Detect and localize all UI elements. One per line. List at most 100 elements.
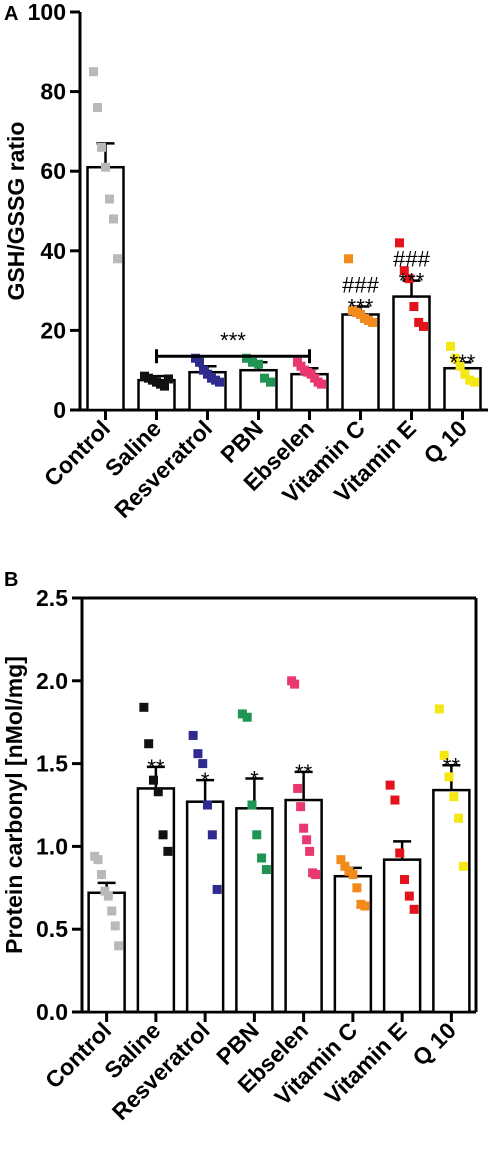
panel-a-y-axis-label: GSH/GSSG ratio: [3, 122, 29, 301]
point-vitamin-c: [340, 861, 350, 871]
point-resveratrol: [198, 759, 208, 769]
x-tick-label-control: Control: [39, 415, 115, 491]
point-saline: [164, 374, 173, 384]
point-control: [105, 194, 114, 204]
bar-control: [86, 165, 125, 412]
y-tick-label: 2.0: [36, 668, 68, 694]
point-resveratrol: [207, 830, 217, 840]
y-tick-label: 0.0: [36, 999, 68, 1025]
point-vitamin-e: [395, 848, 405, 858]
point-pbn: [252, 830, 262, 840]
bar-pbn: [239, 368, 278, 412]
point-saline: [139, 702, 149, 712]
x-tick-label-q-10: Q 10: [418, 415, 472, 469]
point-q-10: [465, 375, 475, 385]
point-vitamin-c: [336, 855, 346, 865]
significance-saline: **: [147, 755, 165, 780]
point-ebselen: [311, 870, 321, 880]
point-control: [100, 886, 110, 896]
point-pbn: [260, 373, 269, 383]
panel-b-letter: B: [4, 569, 18, 591]
panel-a-gsh-gssg-chart: A GSH/GSSG ratio 020406080100ControlSali…: [3, 0, 488, 523]
point-saline: [163, 846, 173, 856]
point-q-10: [444, 772, 454, 782]
significance-resveratrol: *: [201, 768, 210, 793]
point-vitamin-e: [395, 238, 404, 248]
point-saline: [158, 830, 168, 840]
significance-vitamin-c: ###: [342, 273, 379, 298]
point-ebselen: [296, 802, 306, 812]
y-tick-label: 1.0: [36, 833, 68, 859]
point-resveratrol: [193, 749, 203, 759]
point-control: [114, 941, 124, 951]
x-tick-label-q-10: Q 10: [407, 1017, 461, 1071]
panel-b-y-axis-label: Protein carbonyl [nMol/mg]: [1, 656, 27, 954]
point-resveratrol: [195, 357, 204, 367]
point-resveratrol: [203, 800, 213, 810]
significance-vitamin-c: ***: [348, 295, 374, 320]
point-resveratrol: [212, 884, 222, 894]
y-tick-label: 0: [53, 397, 66, 423]
significance-ebselen: **: [295, 760, 313, 785]
point-q-10: [439, 750, 449, 760]
point-q-10: [434, 704, 444, 714]
panel-b-plot: 0.00.51.01.52.02.5Control**Saline*Resver…: [36, 585, 478, 1125]
bar-control: [87, 891, 126, 1014]
panel-a-plot: 020406080100ControlSalineResveratrolPBNE…: [28, 0, 488, 523]
point-control: [97, 142, 106, 152]
point-q-10: [458, 861, 468, 871]
point-saline: [153, 787, 163, 797]
point-saline: [144, 739, 154, 749]
y-tick-label: 80: [40, 79, 66, 105]
point-vitamin-e: [390, 795, 400, 805]
point-control: [113, 254, 122, 264]
point-vitamin-e: [400, 875, 410, 885]
bar-vitamin-c: [333, 874, 373, 1014]
bar-vitamin-e: [392, 295, 431, 412]
point-pbn: [266, 377, 275, 387]
point-pbn: [242, 712, 252, 722]
y-tick-label: 100: [28, 0, 66, 25]
y-tick-label: 2.5: [36, 585, 68, 611]
point-saline: [160, 381, 169, 391]
y-tick-label: 60: [40, 158, 66, 184]
point-vitamin-e: [409, 904, 419, 914]
significance-vitamin-e: ***: [399, 269, 425, 294]
point-control: [101, 162, 110, 172]
point-vitamin-c: [360, 901, 370, 911]
point-ebselen: [302, 835, 312, 845]
point-q-10: [460, 369, 470, 379]
point-vitamin-e: [414, 317, 424, 327]
point-control: [107, 906, 117, 916]
point-q-10: [450, 353, 460, 363]
point-ebselen: [293, 783, 303, 793]
panel-b-protein-carbonyl-chart: B Protein carbonyl [nMol/mg] 0.0 0.5 1.0 1.…: [1, 569, 478, 1125]
point-control: [93, 855, 103, 865]
point-q-10: [454, 813, 464, 823]
point-pbn: [257, 853, 267, 863]
point-vitamin-c: [368, 317, 377, 327]
point-control: [110, 921, 120, 931]
bar-vitamin-c: [341, 313, 380, 412]
y-tick-label: 20: [40, 317, 66, 343]
point-vitamin-c: [344, 254, 353, 264]
point-control: [103, 891, 113, 901]
point-vitamin-e: [399, 266, 409, 276]
point-saline: [148, 775, 158, 785]
point-pbn: [242, 353, 251, 363]
point-q-10: [470, 377, 479, 387]
y-tick-label: 40: [40, 238, 66, 264]
point-vitamin-e: [409, 302, 419, 312]
point-control: [109, 214, 118, 224]
bar-q-10: [432, 788, 471, 1014]
point-ebselen: [290, 679, 300, 689]
y-tick-label: 0.5: [36, 916, 68, 942]
point-resveratrol: [215, 377, 224, 387]
panel-a-letter: A: [4, 3, 18, 25]
point-q-10: [449, 792, 459, 802]
point-control: [96, 870, 106, 880]
point-ebselen: [299, 823, 309, 833]
point-vitamin-c: [348, 870, 358, 880]
point-ebselen: [317, 379, 326, 389]
